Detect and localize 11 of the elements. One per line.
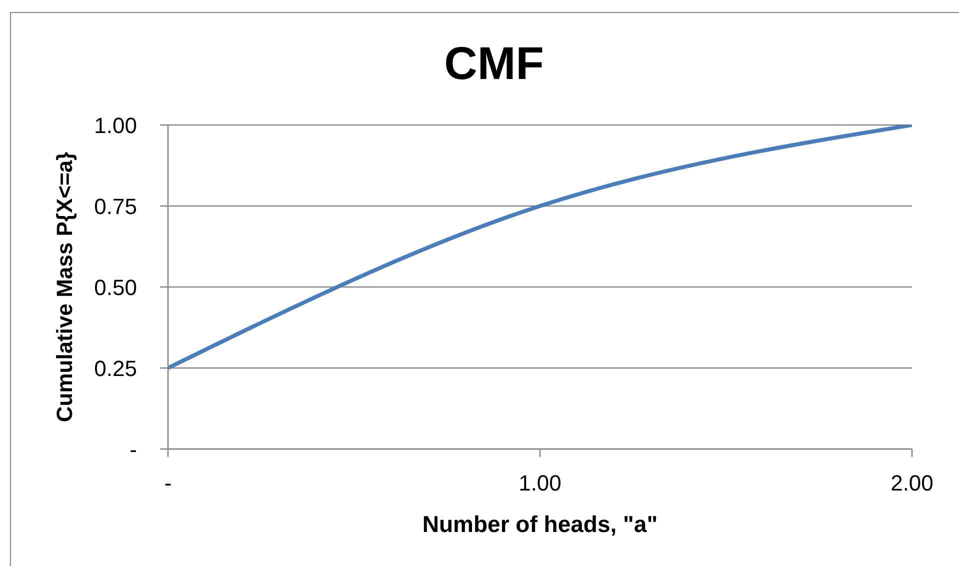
- x-tick-label: -: [164, 470, 172, 496]
- y-tick-label: 0.25: [94, 356, 137, 381]
- y-tick-label: 0.50: [94, 274, 137, 300]
- x-tick-label: 1.00: [518, 470, 562, 496]
- y-tick-label: -: [130, 436, 137, 462]
- y-tick-label: 0.75: [94, 194, 137, 219]
- y-tick-label: 1.00: [94, 112, 137, 138]
- x-tick-label: 2.00: [890, 470, 934, 496]
- chart-title: CMF: [444, 37, 544, 89]
- y-axis-title: Cumulative Mass P{X<=a}: [52, 151, 77, 422]
- x-axis-title: Number of heads, "a": [422, 511, 658, 537]
